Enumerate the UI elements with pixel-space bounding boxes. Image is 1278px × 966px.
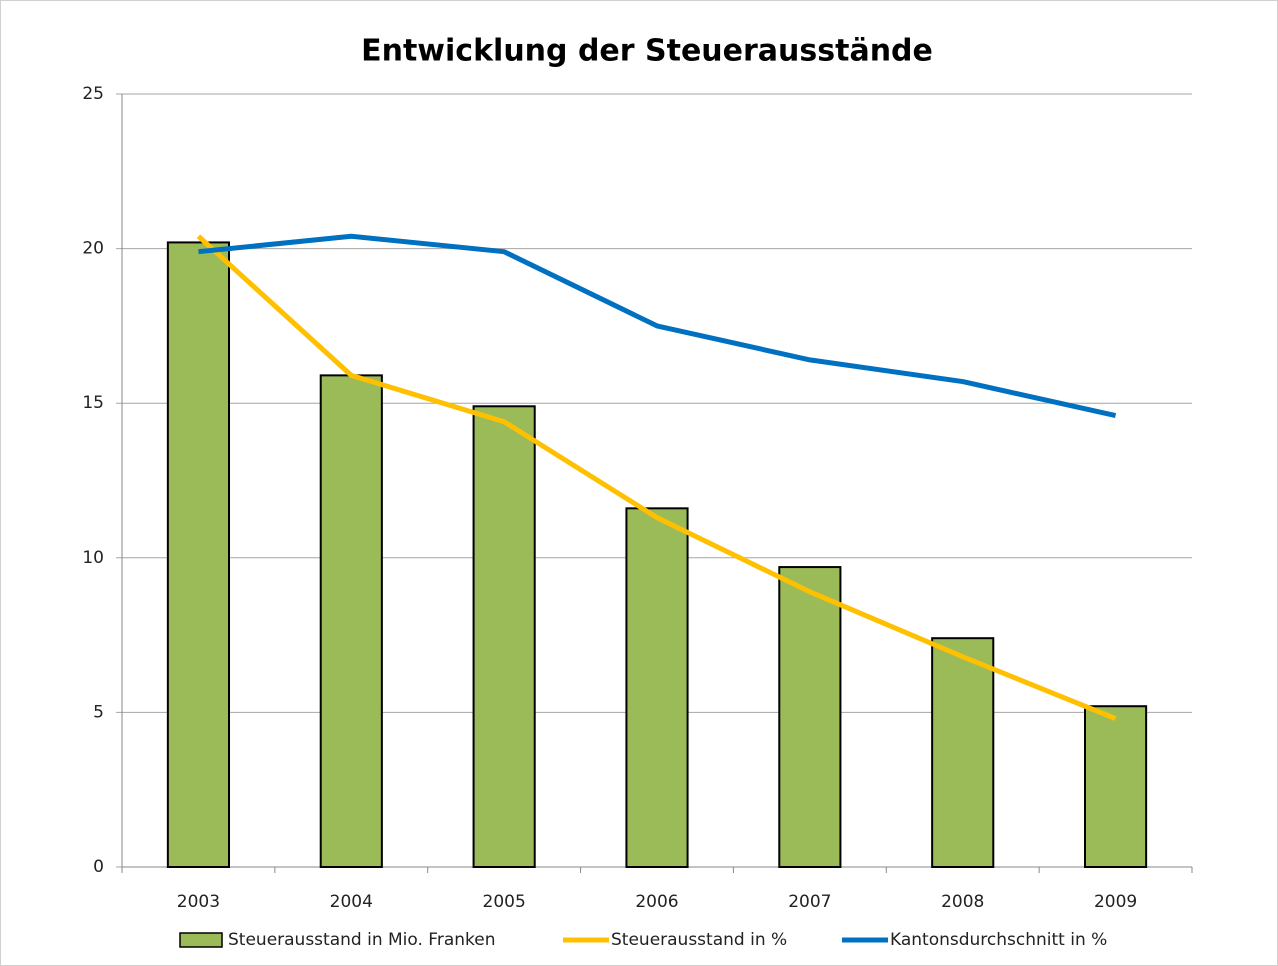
x-tick-label: 2009 xyxy=(1094,892,1137,912)
x-tick-label: 2003 xyxy=(177,892,220,912)
bar xyxy=(931,637,995,869)
legend-label: Steuerausstand in Mio. Franken xyxy=(228,930,496,950)
line xyxy=(198,233,1117,419)
y-tick-label: 20 xyxy=(82,239,104,259)
legend-swatch xyxy=(179,932,223,948)
x-tick-label: 2007 xyxy=(788,892,831,912)
y-tick-label: 15 xyxy=(82,393,104,413)
x-tick-label: 2004 xyxy=(330,892,373,912)
line xyxy=(196,234,1117,721)
y-tick-label: 0 xyxy=(93,857,104,877)
x-tick-label: 2005 xyxy=(483,892,526,912)
legend-label: Kantonsdurchschnitt in % xyxy=(890,930,1107,950)
bar xyxy=(472,405,536,868)
bar xyxy=(1084,705,1148,868)
bar xyxy=(319,374,383,868)
x-tick-label: 2008 xyxy=(941,892,984,912)
bar xyxy=(778,566,842,868)
y-tick-label: 5 xyxy=(93,702,104,722)
y-tick-label: 10 xyxy=(82,548,104,568)
legend-label: Steuerausstand in % xyxy=(611,930,787,950)
bar xyxy=(625,507,689,868)
x-tick-label: 2006 xyxy=(635,892,678,912)
y-tick-label: 25 xyxy=(82,84,104,104)
bar xyxy=(166,241,231,868)
chart-title: Entwicklung der Steuerausstände xyxy=(361,34,933,69)
